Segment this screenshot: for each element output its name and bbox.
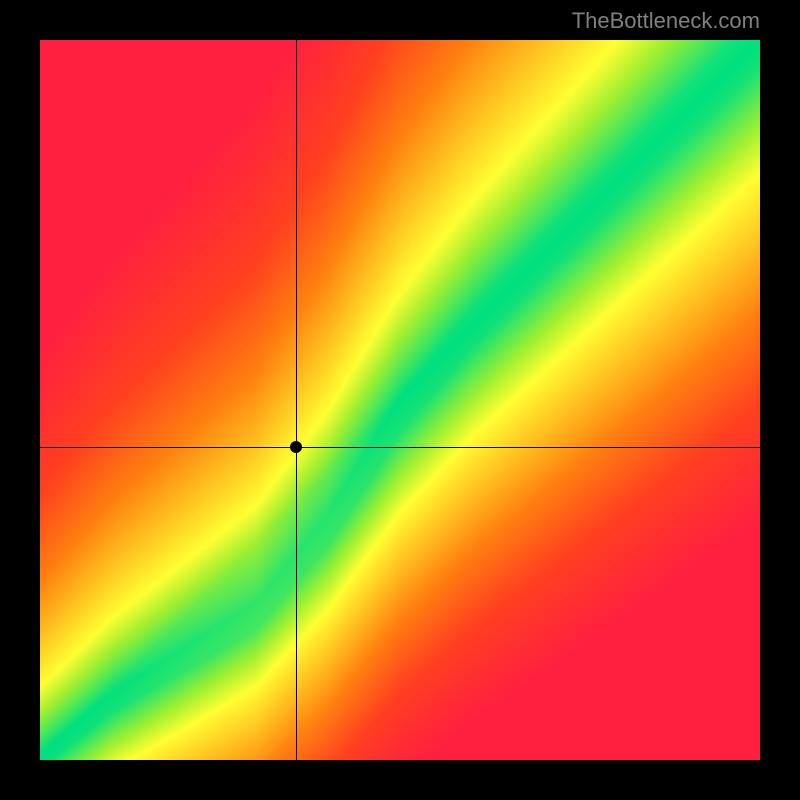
crosshair-horizontal	[40, 447, 760, 448]
heatmap-canvas	[40, 40, 760, 760]
watermark-text: TheBottleneck.com	[572, 8, 760, 34]
crosshair-vertical	[296, 40, 297, 760]
bottleneck-heatmap	[40, 40, 760, 760]
selection-marker	[290, 441, 302, 453]
